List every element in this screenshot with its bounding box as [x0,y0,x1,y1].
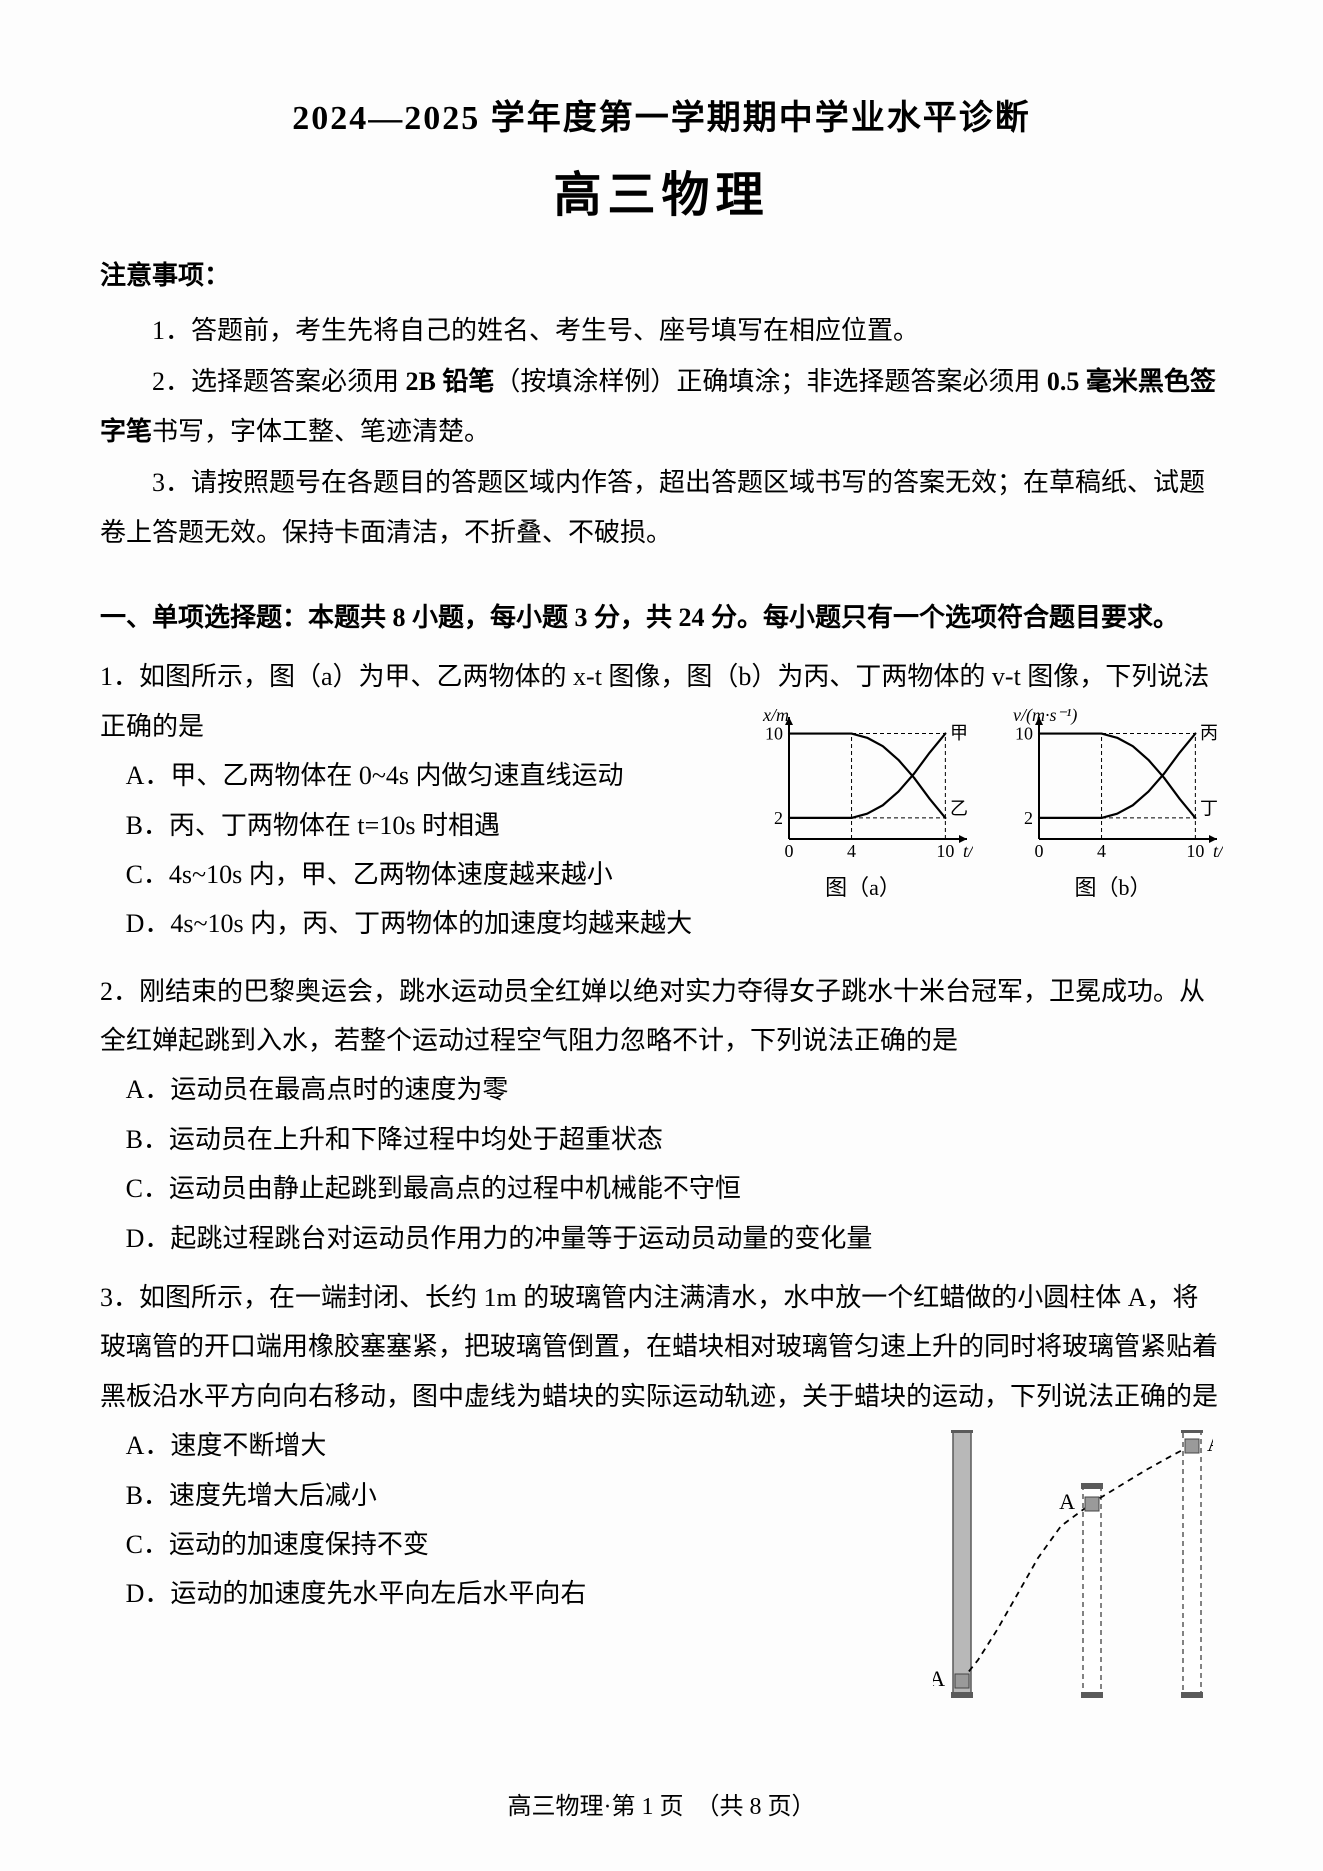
q2-stem: 2．刚结束的巴黎奥运会，跳水运动员全红婵以绝对实力夺得女子跳水十米台冠军，卫冕成… [100,967,1223,1066]
q2-option-b: B．运动员在上升和下降过程中均处于超重状态 [126,1115,1223,1164]
svg-text:2: 2 [1024,808,1033,828]
svg-text:10: 10 [1015,724,1033,744]
svg-text:0: 0 [1035,841,1044,861]
svg-text:4: 4 [847,841,856,861]
svg-text:2: 2 [774,808,783,828]
q1-fig-a-caption: 图（a） [753,870,973,902]
page-title-line1: 2024—2025 学年度第一学期期中学业水平诊断 [100,90,1223,139]
page-footer: 高三物理·第 1 页 （共 8 页） [0,1786,1323,1821]
svg-text:A: A [933,1666,945,1691]
q1-option-d: D．4s~10s 内，丙、丁两物体的加速度均越来越大 [126,899,806,948]
q1-fig-b-caption: 图（b） [1003,870,1223,902]
q3-option-b: B．速度先增大后减小 [126,1471,806,1520]
svg-text:t/s: t/s [1213,841,1223,861]
q3-option-c: C．运动的加速度保持不变 [126,1520,806,1569]
svg-text:乙: 乙 [950,799,968,819]
section1-heading: 一、单项选择题：本题共 8 小题，每小题 3 分，共 24 分。每小题只有一个选… [100,593,1223,642]
svg-text:丙: 丙 [1200,723,1218,743]
svg-text:0: 0 [785,841,794,861]
exam-page: 2024—2025 学年度第一学期期中学业水平诊断 高三物理 注意事项： 1．答… [0,0,1323,1871]
q1-figures: 0 4 10 2 10 t/s x/m 甲乙 图（a） 0 4 10 2 10 t/s v/(m·s⁻¹)… [753,705,1223,902]
svg-text:10: 10 [936,841,954,861]
notice-item-2: 2．选择题答案必须用 2B 铅笔（按填涂样例）正确填涂；非选择题答案必须用 0.… [100,357,1223,456]
q2-option-d: D．起跳过程跳台对运动员作用力的冲量等于运动员动量的变化量 [126,1214,1223,1263]
q1-option-a: A．甲、乙两物体在 0~4s 内做匀速直线运动 [126,751,806,800]
svg-text:A: A [1207,1431,1213,1456]
q1-figure-a: 0 4 10 2 10 t/s x/m 甲乙 图（a） [753,705,973,902]
svg-text:甲: 甲 [950,723,968,743]
q3-option-a: A．速度不断增大 [126,1421,806,1470]
svg-text:10: 10 [765,724,783,744]
q2-option-c: C．运动员由静止起跳到最高点的过程中机械能不守恒 [126,1164,1223,1213]
q3-stem: 3．如图所示，在一端封闭、长约 1m 的玻璃管内注满清水，水中放一个红蜡做的小圆… [100,1273,1223,1421]
svg-text:v/(m·s⁻¹): v/(m·s⁻¹) [1013,705,1077,726]
question-2: 2．刚结束的巴黎奥运会，跳水运动员全红婵以绝对实力夺得女子跳水十米台冠军，卫冕成… [100,967,1223,1263]
q1-option-c: C．4s~10s 内，甲、乙两物体速度越来越小 [126,850,806,899]
svg-text:4: 4 [1097,841,1106,861]
q2-option-a: A．运动员在最高点时的速度为零 [126,1065,1223,1114]
notice-item-1: 1．答题前，考生先将自己的姓名、考生号、座号填写在相应位置。 [100,306,1223,355]
notices-heading: 注意事项： [100,255,1223,292]
svg-text:A: A [1059,1489,1075,1514]
page-title-line2: 高三物理 [100,155,1223,225]
svg-text:x/m: x/m [762,705,789,725]
svg-text:t/s: t/s [963,841,973,861]
svg-text:丁: 丁 [1200,799,1218,819]
notice-item-3: 3．请按照题号在各题目的答题区域内作答，超出答题区域书写的答案无效；在草稿纸、试… [100,458,1223,557]
q1-figure-b: 0 4 10 2 10 t/s v/(m·s⁻¹) 丙丁 图（b） [1003,705,1223,902]
q1-option-b: B．丙、丁两物体在 t=10s 时相遇 [126,801,806,850]
q3-option-d: D．运动的加速度先水平向左后水平向右 [126,1569,806,1618]
svg-text:10: 10 [1186,841,1204,861]
q3-figure: A A A [933,1430,1213,1715]
